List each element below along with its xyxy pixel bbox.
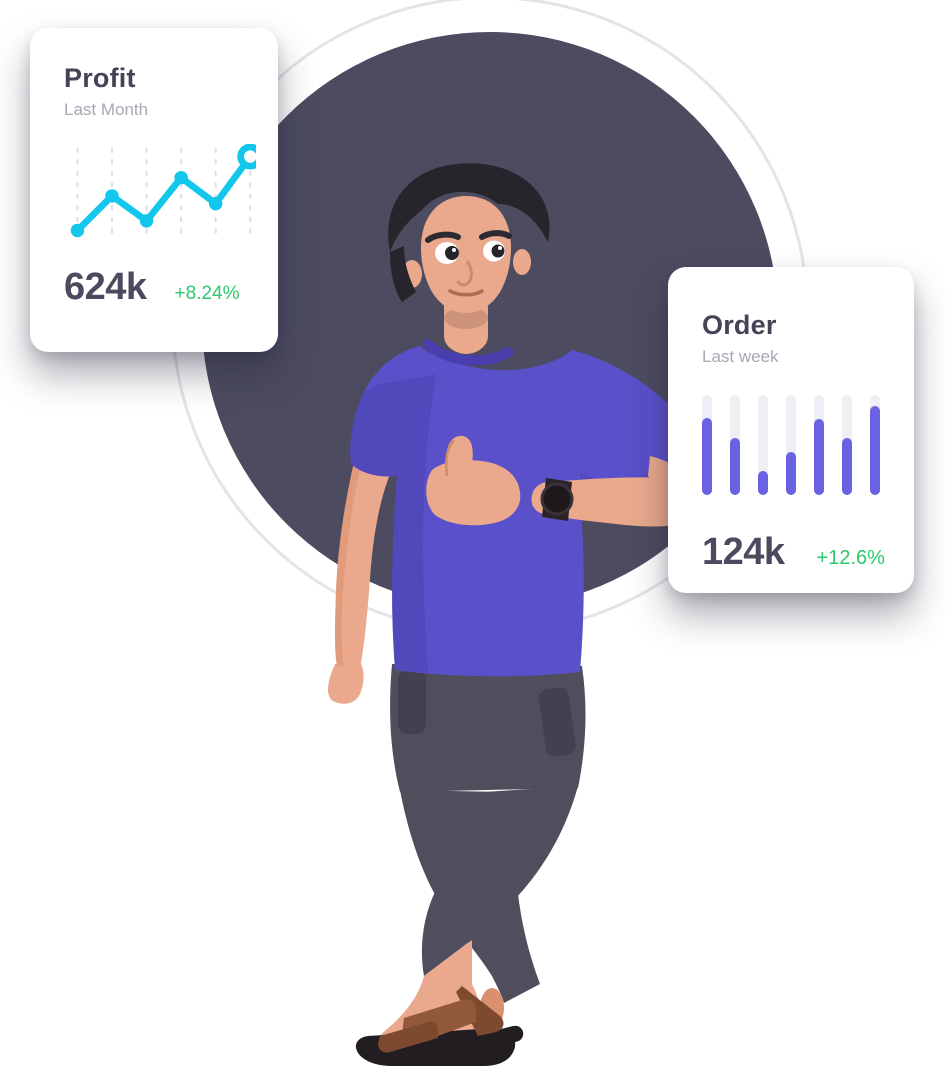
order-bar-track	[758, 395, 768, 495]
profit-line-chart	[70, 144, 256, 239]
order-bar-fill	[730, 438, 740, 495]
profit-change-badge: +8.24%	[174, 283, 240, 304]
profit-value: 624k	[64, 266, 147, 308]
order-stat-card: Order Last week 124k +12.6%	[668, 267, 914, 593]
order-bar-fill	[842, 438, 852, 495]
order-bar-fill	[786, 452, 796, 495]
character-pants	[390, 664, 586, 976]
order-bar-track	[814, 395, 824, 495]
back-sandal	[454, 1021, 524, 1055]
order-bar-chart	[702, 395, 880, 495]
order-bar-track	[842, 395, 852, 495]
profit-card-subtitle: Last Month	[64, 100, 149, 119]
profit-stat-row: 624k +8.24%	[64, 266, 244, 309]
order-value: 124k	[702, 531, 785, 573]
order-bar-track	[870, 395, 880, 495]
order-stat-row: 124k +12.6%	[702, 531, 885, 574]
front-foot-and-sandal	[355, 940, 516, 1066]
order-bar-track	[786, 395, 796, 495]
profit-stat-card: Profit Last Month 624k +8.24%	[30, 28, 278, 352]
order-card-subtitle: Last week	[702, 347, 779, 366]
order-bar-fill	[814, 419, 824, 495]
character-back-leg	[400, 790, 540, 1055]
order-card-title: Order	[702, 310, 777, 340]
order-change-badge: +12.6%	[816, 547, 885, 569]
order-bar-fill	[702, 418, 712, 495]
profit-card-title: Profit	[64, 63, 136, 93]
order-bar-fill	[758, 471, 768, 495]
order-bar-track	[730, 395, 740, 495]
order-bar-track	[702, 395, 712, 495]
order-bar-fill	[870, 406, 880, 495]
